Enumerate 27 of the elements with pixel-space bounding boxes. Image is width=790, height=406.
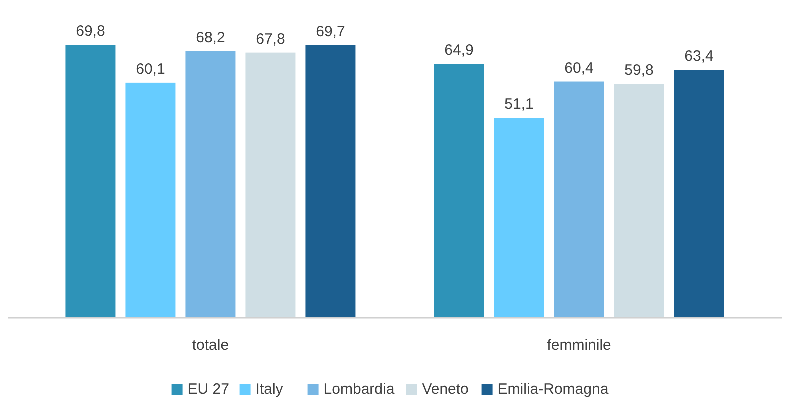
data-label: 69,8 bbox=[76, 23, 106, 40]
legend-label: EU 27 bbox=[188, 381, 230, 398]
legend-label: Veneto bbox=[422, 381, 469, 398]
data-label: 59,8 bbox=[624, 62, 654, 80]
bar bbox=[674, 70, 724, 318]
data-label: 68,2 bbox=[196, 29, 226, 46]
data-label: 69,7 bbox=[316, 23, 346, 40]
bar bbox=[186, 51, 236, 318]
bar bbox=[434, 64, 484, 318]
data-label: 64,9 bbox=[444, 42, 474, 60]
bar bbox=[614, 84, 664, 318]
bar bbox=[554, 82, 604, 318]
bar bbox=[246, 52, 296, 318]
bar bbox=[66, 45, 116, 318]
legend-label: Italy bbox=[256, 381, 284, 398]
bar bbox=[494, 118, 544, 318]
data-label: 51,1 bbox=[504, 96, 534, 114]
bar bbox=[126, 82, 176, 318]
legend-label: Lombardia bbox=[324, 381, 396, 398]
data-label: 63,4 bbox=[684, 48, 714, 66]
data-label: 67,8 bbox=[256, 30, 286, 48]
bar bbox=[306, 45, 356, 318]
data-label: 60,4 bbox=[564, 60, 594, 77]
legend-label: Emilia-Romagna bbox=[498, 381, 610, 398]
x-tick-label: totale bbox=[192, 337, 230, 354]
x-tick-label: femminile bbox=[547, 337, 612, 354]
data-label: 60,1 bbox=[136, 60, 166, 78]
